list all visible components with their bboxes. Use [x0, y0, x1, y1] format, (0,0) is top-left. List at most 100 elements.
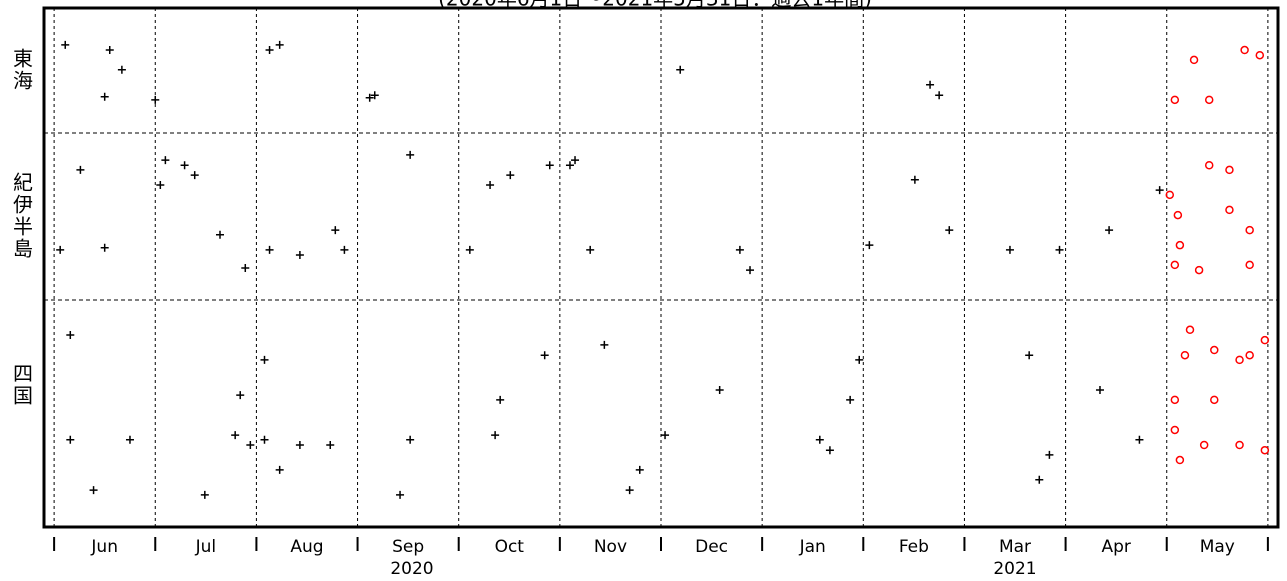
point — [265, 245, 274, 254]
row-label: 四国 — [10, 363, 34, 407]
point — [1175, 240, 1185, 250]
point — [1025, 351, 1034, 360]
x-tick-label: Feb — [899, 537, 929, 557]
point — [1245, 260, 1254, 270]
point — [1235, 440, 1244, 450]
point — [100, 243, 109, 252]
point — [340, 245, 349, 254]
point — [1255, 50, 1265, 60]
x-tick-label: Sep — [392, 537, 424, 557]
point — [76, 165, 85, 174]
point — [540, 351, 549, 360]
point — [1260, 335, 1270, 345]
point — [56, 245, 65, 254]
point — [260, 435, 269, 444]
row-label: 東海 — [10, 48, 34, 92]
row-label: 紀伊半島 — [10, 172, 34, 260]
point — [491, 431, 500, 440]
point — [1199, 440, 1209, 450]
point — [1095, 385, 1104, 394]
point — [265, 46, 274, 55]
x-tick-label: Aug — [290, 537, 323, 557]
point — [66, 435, 75, 444]
point — [1204, 161, 1214, 170]
year-label: 2021 — [993, 559, 1036, 579]
point — [465, 245, 474, 254]
point — [1055, 245, 1064, 254]
point — [545, 161, 554, 170]
point — [1210, 395, 1219, 405]
x-tick-label: May — [1200, 537, 1235, 557]
point — [1225, 165, 1234, 175]
point — [66, 330, 75, 339]
point — [676, 65, 685, 74]
point — [1005, 245, 1014, 254]
point — [1185, 325, 1195, 335]
point — [1170, 95, 1180, 105]
point — [89, 486, 98, 495]
point — [1204, 95, 1214, 105]
point — [846, 395, 855, 404]
point — [365, 93, 374, 102]
point — [331, 226, 340, 235]
point — [125, 435, 134, 444]
chart-title: (2020年6月1日～2021年5月31日：過去1年間) — [438, 0, 872, 11]
point — [1035, 475, 1044, 484]
point — [496, 395, 505, 404]
point — [61, 40, 70, 49]
point — [295, 440, 304, 449]
point — [236, 391, 245, 400]
point — [635, 465, 644, 474]
point — [1175, 455, 1185, 465]
point — [1240, 45, 1249, 55]
point — [1225, 205, 1234, 215]
point — [246, 440, 255, 449]
point — [1165, 190, 1175, 200]
point — [190, 171, 199, 180]
point — [105, 46, 114, 55]
point — [1105, 226, 1114, 235]
point — [486, 180, 495, 189]
point — [260, 355, 269, 364]
x-tick-label: Jun — [90, 537, 118, 557]
point — [1170, 260, 1180, 270]
point — [1189, 55, 1199, 65]
point — [117, 65, 126, 74]
point — [945, 226, 954, 235]
point — [406, 435, 415, 444]
point — [625, 486, 634, 495]
x-tick-label: Jan — [799, 537, 826, 557]
year-label: 2020 — [390, 559, 433, 579]
x-tick-label: Apr — [1101, 537, 1130, 557]
point — [825, 446, 834, 455]
point — [275, 465, 284, 474]
point — [156, 180, 165, 189]
point — [600, 340, 609, 349]
point — [1235, 355, 1244, 365]
point — [1260, 445, 1270, 455]
point — [910, 175, 919, 184]
point — [241, 264, 250, 273]
point — [180, 161, 189, 170]
point — [1170, 425, 1180, 435]
point — [586, 245, 595, 254]
point — [161, 156, 170, 165]
x-tick-label: Mar — [999, 537, 1031, 557]
point — [1155, 186, 1164, 195]
plot-frame — [42, 6, 1280, 529]
point — [506, 171, 515, 180]
point — [715, 385, 724, 394]
point — [926, 80, 935, 89]
x-tick-label: Jul — [195, 537, 217, 557]
x-tick-label: Nov — [594, 537, 627, 557]
point — [231, 431, 240, 440]
point — [275, 40, 284, 49]
point — [215, 230, 224, 239]
point — [200, 490, 209, 499]
x-tick-label: Dec — [695, 537, 728, 557]
point — [1045, 450, 1054, 459]
point — [1245, 225, 1254, 235]
point — [1210, 345, 1219, 355]
point — [815, 435, 824, 444]
point — [1194, 265, 1204, 275]
